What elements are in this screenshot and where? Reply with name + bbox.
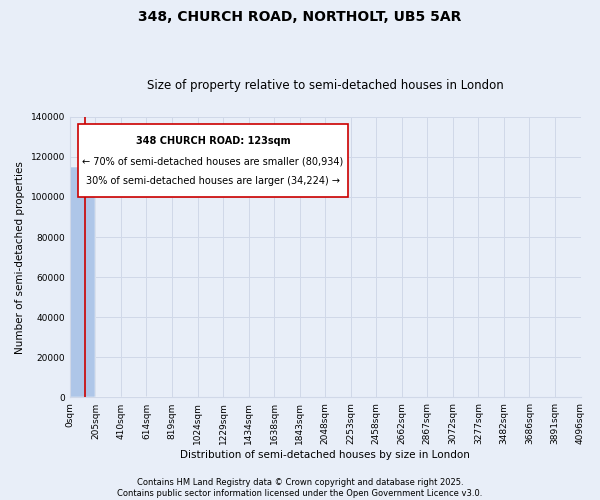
Title: Size of property relative to semi-detached houses in London: Size of property relative to semi-detach… [147, 79, 503, 92]
Text: 348 CHURCH ROAD: 123sqm: 348 CHURCH ROAD: 123sqm [136, 136, 290, 146]
Bar [70, 166, 95, 398]
FancyBboxPatch shape [77, 124, 348, 197]
Y-axis label: Number of semi-detached properties: Number of semi-detached properties [15, 160, 25, 354]
Text: 348, CHURCH ROAD, NORTHOLT, UB5 5AR: 348, CHURCH ROAD, NORTHOLT, UB5 5AR [139, 10, 461, 24]
Text: ← 70% of semi-detached houses are smaller (80,934): ← 70% of semi-detached houses are smalle… [82, 156, 344, 166]
Text: Contains HM Land Registry data © Crown copyright and database right 2025.
Contai: Contains HM Land Registry data © Crown c… [118, 478, 482, 498]
X-axis label: Distribution of semi-detached houses by size in London: Distribution of semi-detached houses by … [180, 450, 470, 460]
Text: 30% of semi-detached houses are larger (34,224) →: 30% of semi-detached houses are larger (… [86, 176, 340, 186]
